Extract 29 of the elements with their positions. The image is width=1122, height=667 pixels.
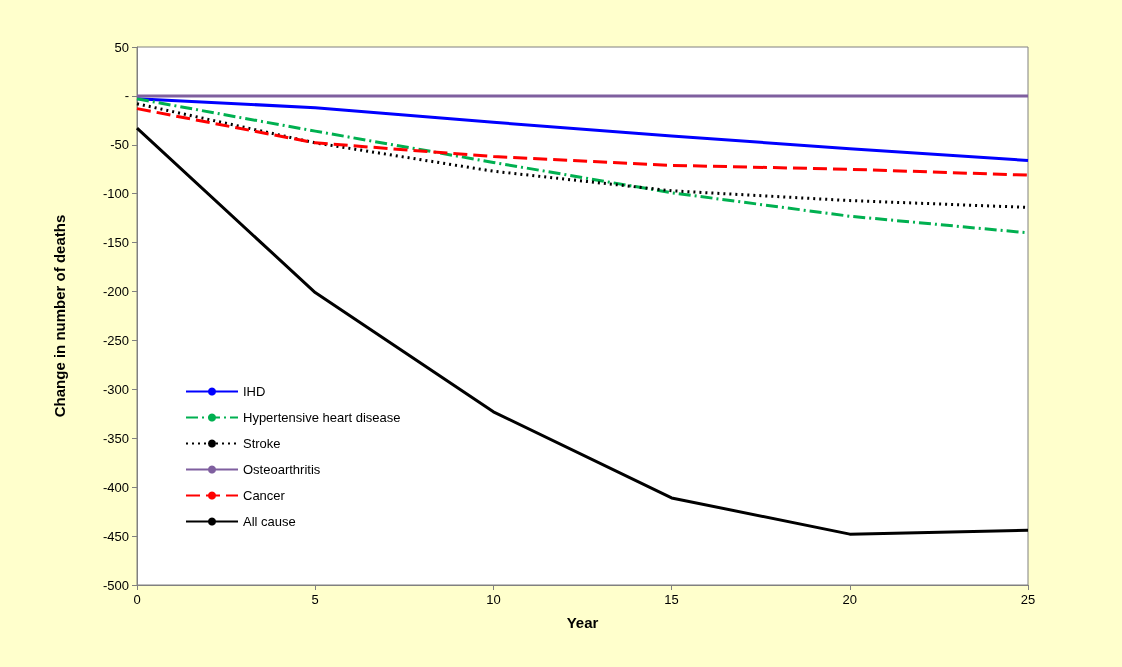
legend-label: Stroke xyxy=(243,436,281,451)
x-tick-label: 10 xyxy=(486,592,501,607)
y-tick-label: -400 xyxy=(102,479,129,495)
legend-label: All cause xyxy=(243,514,296,529)
line-series xyxy=(135,126,1030,536)
line-series xyxy=(135,107,1030,177)
legend-label: Hypertensive heart disease xyxy=(243,410,401,425)
y-tick-label: -350 xyxy=(102,430,129,446)
y-tick-label: -300 xyxy=(102,381,129,397)
x-tick-label: 25 xyxy=(1020,592,1036,607)
y-tick-label: -200 xyxy=(102,284,129,300)
y-tick-label: - xyxy=(124,88,129,104)
x-tick-label: 0 xyxy=(133,592,141,607)
y-axis-title: Change in number of deaths xyxy=(51,214,68,418)
x-tick-label: 20 xyxy=(842,592,858,607)
legend-label: Cancer xyxy=(243,488,286,503)
x-tick-label: 15 xyxy=(664,592,679,607)
y-tick-label: -250 xyxy=(102,332,129,348)
y-tick-label: -450 xyxy=(102,528,129,544)
legend-label: IHD xyxy=(243,384,266,399)
y-tick-label: -500 xyxy=(102,577,129,593)
line-series xyxy=(135,97,1030,162)
y-tick-label: 50 xyxy=(114,39,129,55)
x-tick-label: 5 xyxy=(311,592,319,607)
y-tick-label: -100 xyxy=(102,186,129,202)
y-tick-label: -150 xyxy=(102,235,129,251)
x-axis-title: Year xyxy=(566,614,599,631)
legend-label: Osteoarthritis xyxy=(243,462,321,477)
y-tick-label: -50 xyxy=(110,137,129,153)
